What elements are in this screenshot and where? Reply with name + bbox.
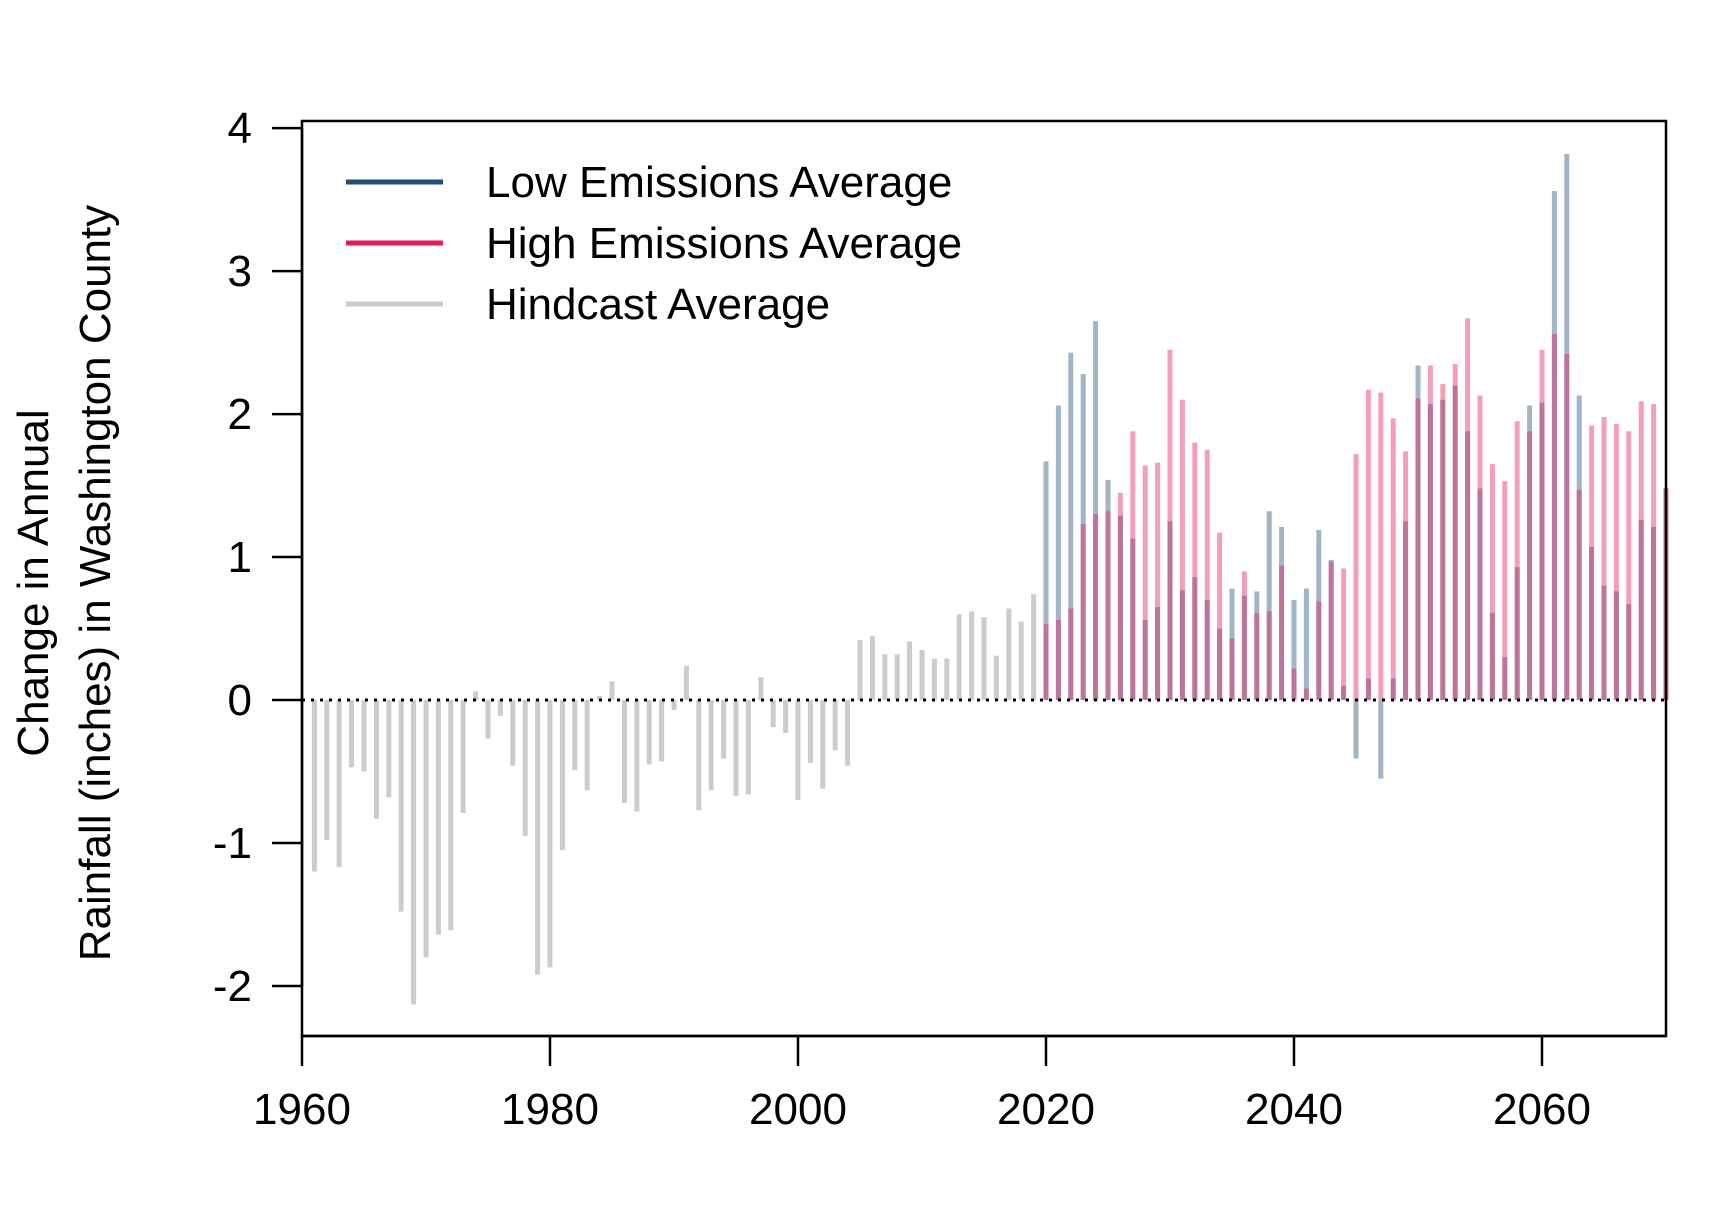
x-axis: 1960 1980 2000 2020 2040 2060 — [253, 1034, 1666, 1134]
y-tick-label--1: -1 — [213, 819, 252, 868]
y-tick-label-1: 1 — [228, 533, 252, 582]
legend: Low Emissions Average High Emissions Aver… — [346, 158, 962, 329]
legend-label-high-emissions: High Emissions Average — [486, 219, 962, 268]
y-axis-title: Change in Annual Rainfall (inches) in Wa… — [9, 205, 120, 962]
y-tick-label-2: 2 — [228, 390, 252, 439]
x-tick-label-2000: 2000 — [749, 1085, 847, 1134]
x-tick-label-2040: 2040 — [1245, 1085, 1343, 1134]
bars-layer — [311, 153, 1669, 1005]
y-tick-label-0: 0 — [228, 676, 252, 725]
y-axis: -2 -1 0 1 2 3 4 — [213, 104, 304, 1011]
y-axis-title-line-1: Change in Annual — [9, 409, 58, 756]
x-tick-label-1980: 1980 — [501, 1085, 599, 1134]
x-tick-label-1960: 1960 — [253, 1085, 351, 1134]
legend-label-hindcast: Hindcast Average — [486, 280, 830, 329]
x-tick-label-2060: 2060 — [1493, 1085, 1591, 1134]
x-tick-label-2020: 2020 — [997, 1085, 1095, 1134]
legend-label-low-emissions: Low Emissions Average — [486, 158, 952, 207]
y-tick-label-4: 4 — [228, 104, 252, 153]
y-axis-title-line-2: Rainfall (inches) in Washington County — [71, 205, 120, 962]
y-tick-label--2: -2 — [213, 962, 252, 1011]
y-tick-label-3: 3 — [228, 247, 252, 296]
